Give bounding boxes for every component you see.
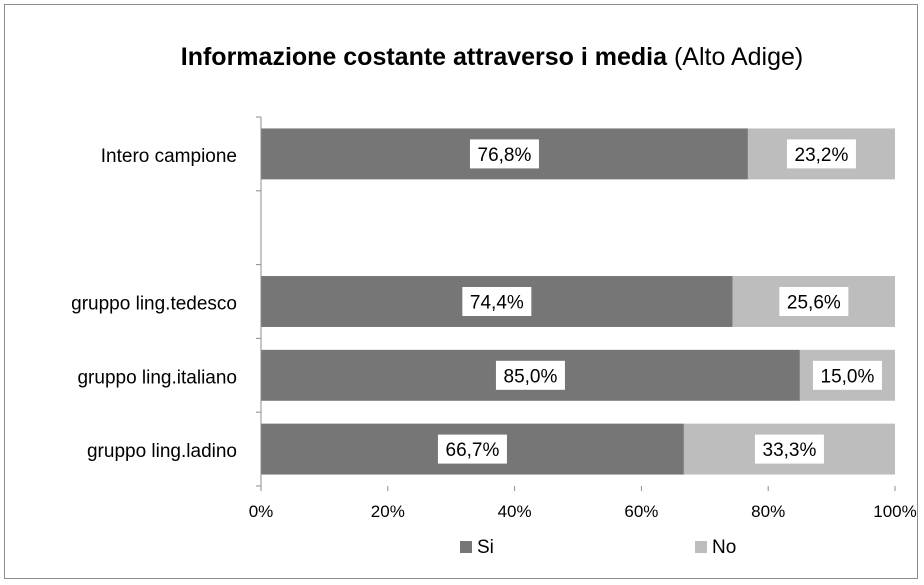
category-label: gruppo ling.italiano xyxy=(77,367,237,388)
data-label: 25,6% xyxy=(787,293,841,314)
data-label: 74,4% xyxy=(470,293,524,314)
axes-group: Intero campione gruppo ling.tedesco gruppo… xyxy=(71,116,917,521)
bars-group: 76,8% 23,2% 74,4% 25,6% 85,0% 15,0% 66,7% 33,3% xyxy=(261,128,895,475)
legend-swatch-si xyxy=(460,541,472,553)
x-tick-label: 20% xyxy=(371,502,405,521)
data-label: 85,0% xyxy=(504,366,558,387)
chart-subtitle: (Alto Adige) xyxy=(674,43,803,71)
data-label: 66,7% xyxy=(446,440,500,461)
x-tick-label: 80% xyxy=(751,502,785,521)
category-label: gruppo ling.ladino xyxy=(87,441,237,462)
data-label: 33,3% xyxy=(763,440,817,461)
x-tick-label: 100% xyxy=(873,502,916,521)
data-label-box xyxy=(462,287,532,316)
chart-title: Informazione costante attraverso i media… xyxy=(181,43,803,71)
x-tick-label: 0% xyxy=(249,502,274,521)
x-tick-label: 40% xyxy=(498,502,532,521)
category-label: gruppo ling.tedesco xyxy=(71,294,237,315)
stacked-bar-chart: Informazione costante attraverso i media… xyxy=(71,43,917,558)
data-label-box xyxy=(437,434,507,464)
data-label-box xyxy=(812,360,882,390)
data-label: 76,8% xyxy=(478,145,532,166)
data-label-box xyxy=(754,434,824,464)
legend-label-si: Si xyxy=(477,537,494,558)
data-label-box xyxy=(786,139,856,169)
legend-swatch-no xyxy=(695,541,707,553)
data-label-box xyxy=(779,287,849,316)
chart-frame: Informazione costante attraverso i media… xyxy=(4,4,918,579)
data-label-box xyxy=(495,360,565,390)
category-label: Intero campione xyxy=(101,146,237,167)
legend-label-no: No xyxy=(712,537,736,558)
data-label-box xyxy=(469,139,539,169)
data-label: 15,0% xyxy=(821,366,875,387)
data-label: 23,2% xyxy=(795,145,849,166)
legend: Si No xyxy=(460,537,736,558)
x-tick-label: 60% xyxy=(624,502,658,521)
chart-title-main: Informazione costante attraverso i media xyxy=(181,43,668,71)
